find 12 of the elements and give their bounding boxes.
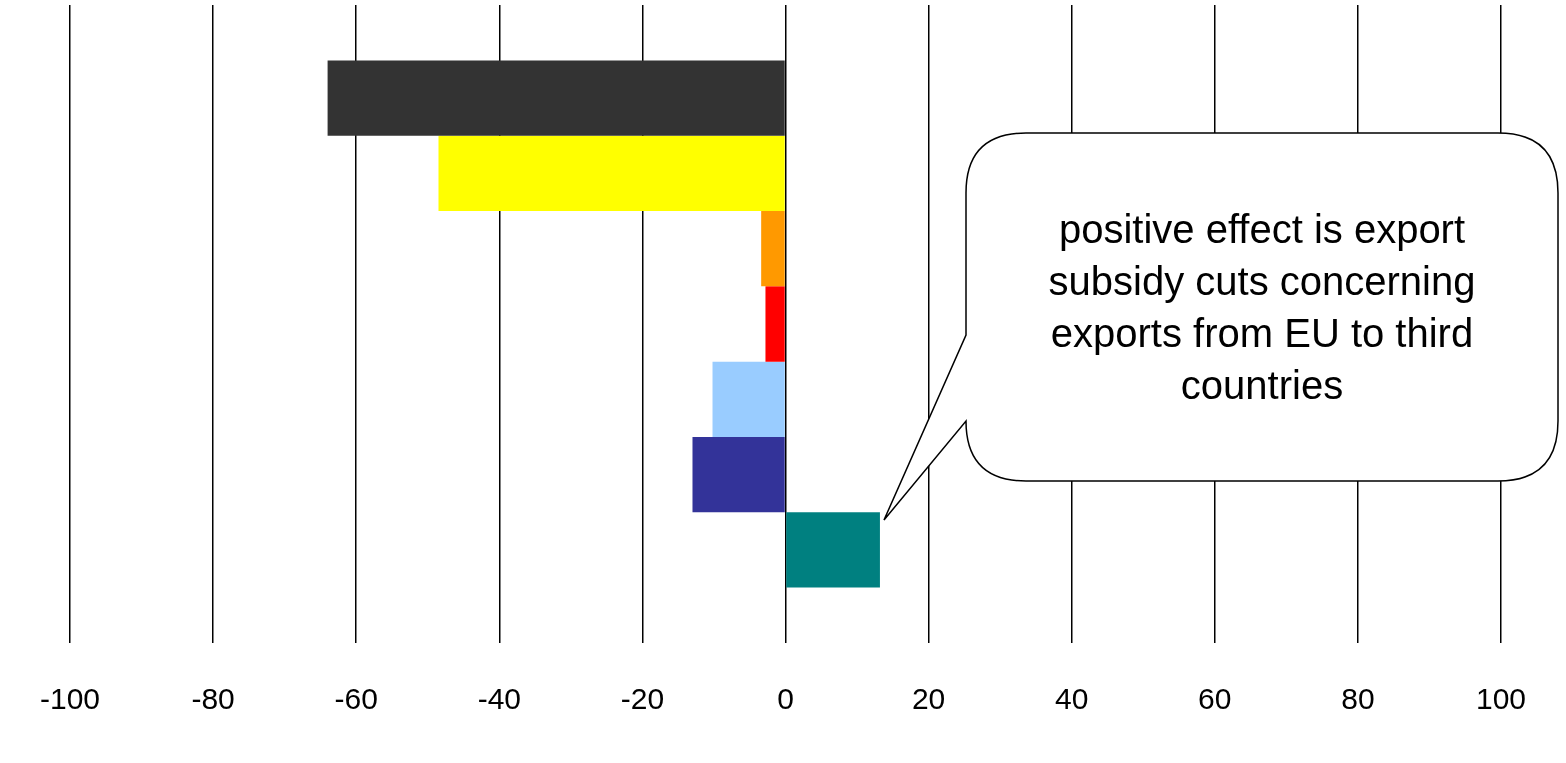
x-tick-label: -100 [40, 682, 101, 716]
x-tick-label: 40 [1055, 682, 1089, 716]
x-tick-label: 80 [1341, 682, 1375, 716]
x-tick-label: -40 [477, 682, 521, 716]
x-tick-label: 0 [777, 682, 794, 716]
x-tick-label: -60 [334, 682, 378, 716]
x-tick-label: 100 [1475, 682, 1526, 716]
x-tick-label: 60 [1198, 682, 1232, 716]
x-tick-label: 20 [911, 682, 946, 716]
x-tick-label: -80 [191, 682, 235, 716]
annotation: positive effect is export subsidy cuts concerning exports from EU to third countries [1047, 206, 1477, 409]
x-tick-label: -20 [620, 682, 665, 716]
